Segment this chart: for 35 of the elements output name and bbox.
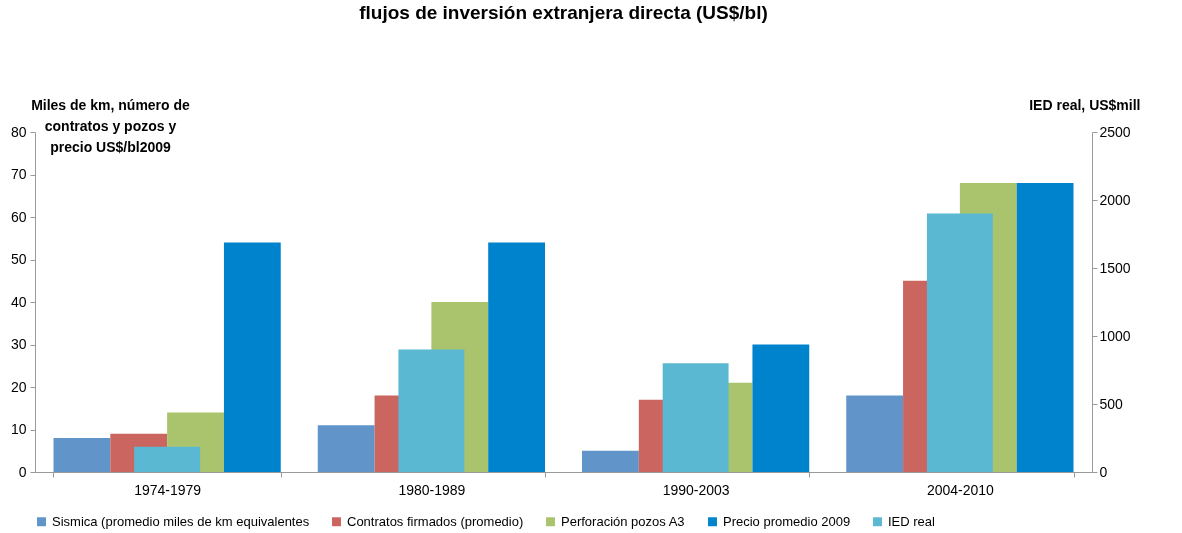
legend-label: Sismica (promedio miles de km equivalentes — [52, 513, 310, 529]
bar — [1016, 183, 1074, 472]
y-axis-title: Miles de km, número de contratos y pozos y precio US$/bl2009 — [31, 96, 191, 155]
y2-tick-label: 1500 — [1099, 259, 1131, 276]
y2-tick-label: 2000 — [1099, 191, 1131, 208]
y-tick-label: 30 — [10, 336, 27, 352]
y2-axis-title: IED real, US$mill — [1029, 96, 1141, 113]
x-tick-label: 1990-2003 — [662, 481, 730, 498]
y-tick-label: 0 — [18, 463, 27, 480]
y-tick-label: 80 — [10, 123, 27, 140]
bar — [53, 438, 111, 472]
legend-label: Contratos firmados (promedio) — [347, 513, 524, 529]
bar — [752, 344, 810, 472]
y-tick-label: 70 — [10, 166, 27, 182]
bar — [488, 242, 545, 472]
bar — [317, 425, 375, 472]
legend-label: Perforación pozos A3 — [561, 513, 685, 529]
y2-tick-label: 2500 — [1099, 123, 1131, 140]
y2-tick-label: 1000 — [1099, 327, 1131, 344]
x-tick-label: 2004-2010 — [926, 481, 995, 498]
x-tick-label: 1980-1989 — [398, 481, 466, 498]
legend-label: Precio promedio 2009 — [723, 513, 851, 529]
bar — [846, 395, 904, 472]
y-tick-label: 50 — [10, 251, 27, 267]
legend-label: IED real — [888, 513, 936, 529]
bar — [582, 450, 639, 472]
y2-tick-label: 0 — [1099, 463, 1108, 480]
chart-title: flujos de inversión extranjera directa (US$/bl) — [359, 2, 768, 23]
y-tick-label: 40 — [10, 293, 27, 310]
y2-tick-label: 500 — [1099, 395, 1124, 412]
bar — [223, 242, 281, 472]
y-tick-label: 10 — [10, 421, 27, 437]
x-tick-label: 1974-1979 — [134, 481, 202, 498]
y-tick-label: 20 — [10, 378, 27, 395]
y-tick-label: 60 — [10, 208, 27, 225]
